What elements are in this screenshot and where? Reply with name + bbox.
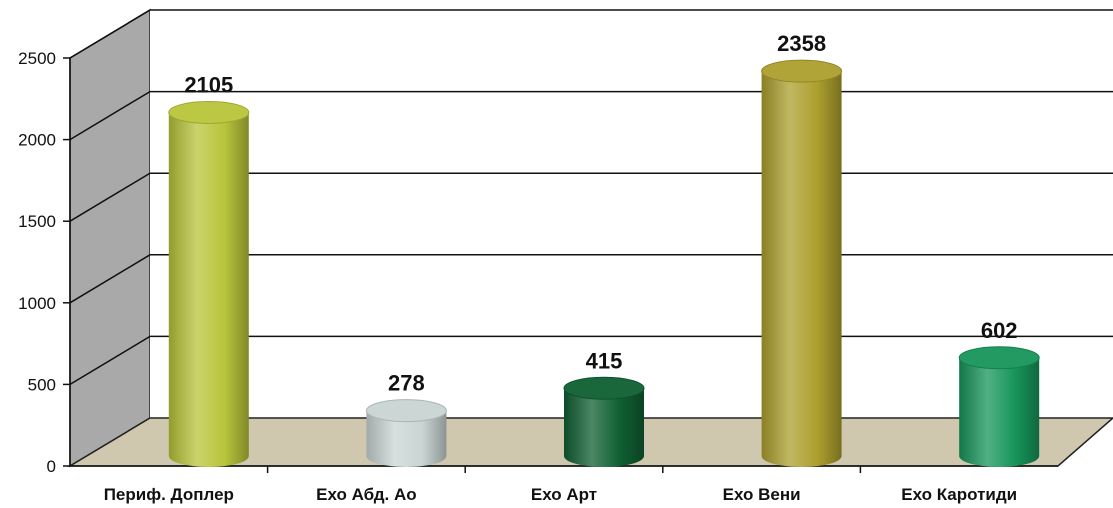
chart-labels: 2105 Периф. Доплер 278 Ехо Абд. Ао 415 Ехо Ар… <box>104 31 1018 504</box>
bar-2 <box>563 376 645 467</box>
x-tick-label: Ехо Абд. Ао <box>316 485 417 504</box>
y-tick-label: 1000 <box>18 294 56 313</box>
x-tick-label: Ехо Каротиди <box>901 485 1017 504</box>
data-label: 2105 <box>184 72 233 97</box>
bar-body <box>168 112 249 468</box>
x-tick-label: Ехо Арт <box>531 485 597 504</box>
chart-axes: 0 500 1000 1500 2000 2500 <box>18 49 1058 476</box>
bar-top <box>761 59 843 83</box>
bar-3 <box>761 59 843 468</box>
back-wall <box>150 10 1113 418</box>
bar-top <box>563 376 645 400</box>
bar-body <box>959 357 1040 467</box>
y-tick-label: 2500 <box>18 49 56 68</box>
y-tick-label: 2000 <box>18 131 56 150</box>
y-tick-label: 1500 <box>18 212 56 231</box>
bar-body <box>366 410 447 468</box>
y-tick-label: 0 <box>47 457 56 476</box>
bar-1 <box>365 399 447 468</box>
x-tick-label: Ехо Вени <box>723 485 801 504</box>
side-wall <box>69 8 151 468</box>
bar-0 <box>168 100 250 468</box>
bar-top <box>365 399 447 423</box>
bar-4 <box>958 346 1040 467</box>
bar-top <box>958 346 1040 370</box>
bar-top <box>168 100 250 124</box>
x-tick-label: Периф. Доплер <box>104 485 234 504</box>
data-label: 278 <box>388 371 425 396</box>
bar-body <box>761 71 842 468</box>
data-label: 2358 <box>777 31 826 56</box>
y-tick-label: 500 <box>28 375 56 394</box>
chart-bars <box>168 59 1040 468</box>
data-label: 415 <box>586 348 623 373</box>
bar-body <box>564 388 644 467</box>
gridline <box>69 9 1113 59</box>
data-label: 602 <box>981 318 1018 343</box>
